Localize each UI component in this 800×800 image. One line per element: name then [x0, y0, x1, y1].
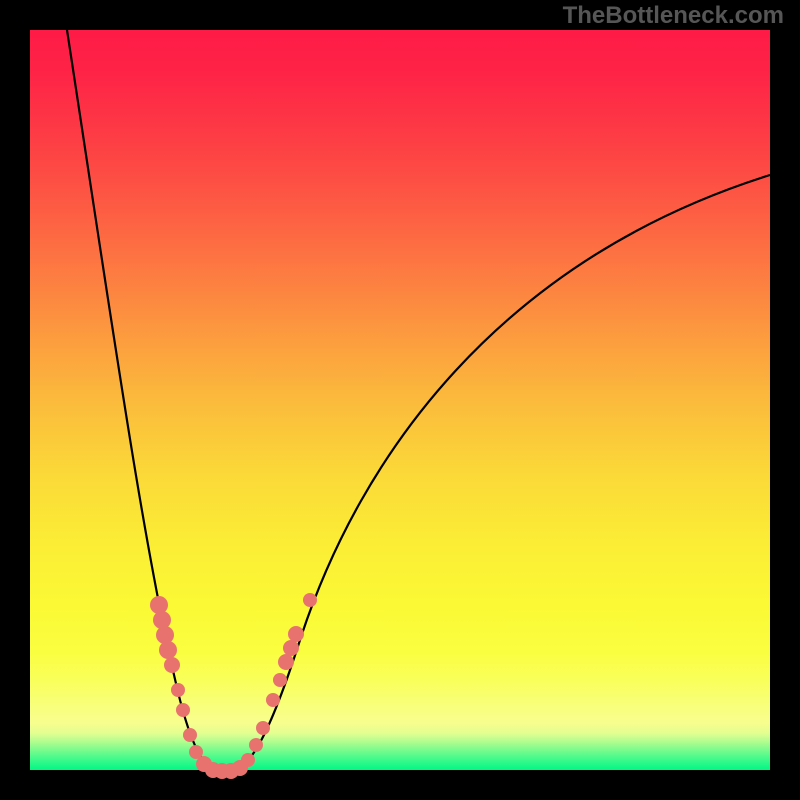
chart-container: TheBottleneck.com	[0, 0, 800, 800]
data-marker	[153, 611, 171, 629]
data-marker	[176, 703, 190, 717]
data-marker	[159, 641, 177, 659]
data-marker	[278, 654, 294, 670]
data-marker	[288, 626, 304, 642]
data-marker	[183, 728, 197, 742]
data-marker	[273, 673, 287, 687]
gradient-background	[30, 30, 770, 770]
data-marker	[249, 738, 263, 752]
watermark-text: TheBottleneck.com	[563, 2, 784, 30]
data-marker	[241, 753, 255, 767]
data-marker	[303, 593, 317, 607]
data-marker	[156, 626, 174, 644]
data-marker	[256, 721, 270, 735]
chart-svg	[0, 0, 800, 800]
data-marker	[150, 596, 168, 614]
data-marker	[266, 693, 280, 707]
data-marker	[164, 657, 180, 673]
data-marker	[283, 640, 299, 656]
data-marker	[171, 683, 185, 697]
